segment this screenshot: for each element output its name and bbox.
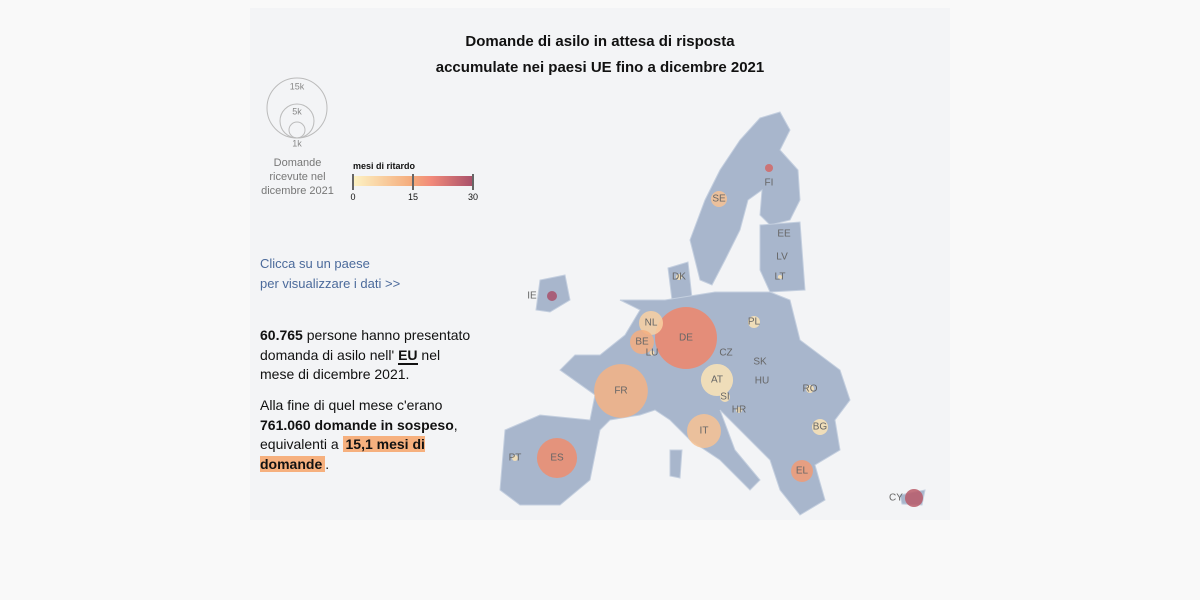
applications-count: 60.765 bbox=[260, 327, 303, 343]
legend-circle-1k bbox=[288, 121, 306, 139]
color-legend-title: mesi di ritardo bbox=[353, 161, 416, 171]
bubble-cy[interactable] bbox=[905, 489, 923, 507]
country-label-be[interactable]: BE bbox=[635, 337, 649, 348]
country-label-pl[interactable]: PL bbox=[748, 317, 761, 328]
country-label-el[interactable]: EL bbox=[796, 466, 809, 477]
bubble-be[interactable] bbox=[630, 330, 654, 354]
legend-label-5k: 5k bbox=[292, 106, 302, 116]
country-label-lu[interactable]: LU bbox=[646, 348, 659, 359]
country-label-it[interactable]: IT bbox=[700, 426, 709, 437]
country-label-cz[interactable]: CZ bbox=[719, 348, 732, 359]
caption-line: dicembre 2021 bbox=[261, 185, 334, 197]
country-label-cy[interactable]: CY bbox=[889, 493, 903, 504]
text: persone hanno presentato domanda di asil… bbox=[260, 327, 471, 363]
country-label-se[interactable]: SE bbox=[712, 194, 726, 205]
bubble-nl[interactable] bbox=[639, 311, 663, 335]
chart-title-line2: accumulate nei paesi UE fino a dicembre … bbox=[435, 59, 765, 76]
scale-tick bbox=[352, 174, 354, 190]
bubble-fi[interactable] bbox=[764, 163, 774, 173]
country-label-lt[interactable]: LT bbox=[775, 272, 786, 283]
eu-map[interactable]: DE FR ES IT AT NL BE EL BG SE CY PL IE FI SI RO HR PT DK LT… bbox=[250, 8, 950, 520]
bubble-ro[interactable] bbox=[805, 384, 815, 394]
text: . bbox=[325, 455, 330, 472]
country-label-hu[interactable]: HU bbox=[755, 376, 769, 387]
bubble-fr[interactable] bbox=[594, 364, 648, 418]
scale-tick bbox=[412, 174, 414, 190]
country-label-pt[interactable]: PT bbox=[509, 453, 522, 464]
country-label-hr[interactable]: HR bbox=[732, 405, 746, 416]
bubble-lu[interactable] bbox=[649, 350, 655, 356]
summary-pending: Alla fine di quel mese c'erano 761.060 d… bbox=[260, 396, 475, 474]
caption-line: Domande bbox=[273, 157, 322, 169]
bubble-se[interactable] bbox=[710, 190, 728, 208]
country-label-de[interactable]: DE bbox=[679, 333, 693, 344]
country-label-ee[interactable]: EE bbox=[777, 229, 791, 240]
bubble-de[interactable] bbox=[655, 307, 717, 369]
hint-line: per visualizzare i dati >> bbox=[260, 276, 401, 291]
scale-label-15: 15 bbox=[407, 192, 419, 202]
country-label-ie[interactable]: IE bbox=[527, 291, 537, 302]
text: Alla fine di quel mese c'erano bbox=[260, 397, 443, 413]
bubble-pt[interactable] bbox=[512, 455, 518, 461]
summary-applications: 60.765 persone hanno presentato domanda … bbox=[260, 326, 475, 385]
bubble-hr[interactable] bbox=[736, 407, 742, 413]
land-continent bbox=[499, 291, 851, 516]
country-label-sk[interactable]: SK bbox=[753, 357, 767, 368]
country-label-at[interactable]: AT bbox=[711, 375, 723, 386]
land-baltics bbox=[759, 221, 806, 293]
size-legend-caption: Domande ricevute nel dicembre 2021 bbox=[255, 156, 340, 198]
bubble-dk[interactable] bbox=[676, 274, 682, 280]
legend-label-15k: 15k bbox=[290, 81, 305, 91]
country-label-es[interactable]: ES bbox=[550, 453, 564, 464]
land-scandinavia bbox=[689, 111, 801, 286]
country-label-lv[interactable]: LV bbox=[776, 252, 788, 263]
bubble-pl[interactable] bbox=[748, 316, 760, 328]
hint-line: Clicca su un paese bbox=[260, 256, 370, 271]
country-label-nl[interactable]: NL bbox=[645, 318, 658, 329]
pending-count: 761.060 domande in sospeso bbox=[260, 416, 454, 433]
bubble-at[interactable] bbox=[700, 363, 734, 397]
country-label-bg[interactable]: BG bbox=[813, 422, 828, 433]
chart-title-line1: Domande di asilo in attesa di risposta bbox=[465, 33, 735, 50]
text: nel mese di dicembre 2021. bbox=[260, 346, 441, 383]
country-label-fr[interactable]: FR bbox=[614, 386, 627, 397]
size-legend bbox=[266, 77, 328, 139]
click-hint: Clicca su un paese per visualizzare i da… bbox=[260, 254, 400, 294]
bubble-es[interactable] bbox=[536, 437, 578, 479]
scale-label-0: 0 bbox=[350, 192, 356, 202]
bubble-ie[interactable] bbox=[546, 290, 558, 302]
eu-link[interactable]: EU bbox=[398, 346, 418, 365]
bubble-lt[interactable] bbox=[777, 274, 783, 280]
scale-tick bbox=[472, 174, 474, 190]
scale-label-30: 30 bbox=[467, 192, 479, 202]
caption-line: ricevute nel bbox=[269, 171, 326, 183]
country-label-dk[interactable]: DK bbox=[672, 272, 686, 283]
text: , equivalenti a bbox=[260, 416, 458, 453]
country-label-fi[interactable]: FI bbox=[765, 178, 774, 189]
land-sardinia bbox=[669, 449, 683, 479]
bubble-it[interactable] bbox=[687, 414, 721, 448]
bubble-el[interactable] bbox=[791, 460, 813, 482]
bubble-bg[interactable] bbox=[811, 418, 829, 436]
country-label-ro[interactable]: RO bbox=[803, 384, 818, 395]
country-label-si[interactable]: SI bbox=[720, 392, 729, 403]
bubble-si[interactable] bbox=[719, 391, 731, 403]
legend-label-1k: 1k bbox=[292, 138, 302, 148]
